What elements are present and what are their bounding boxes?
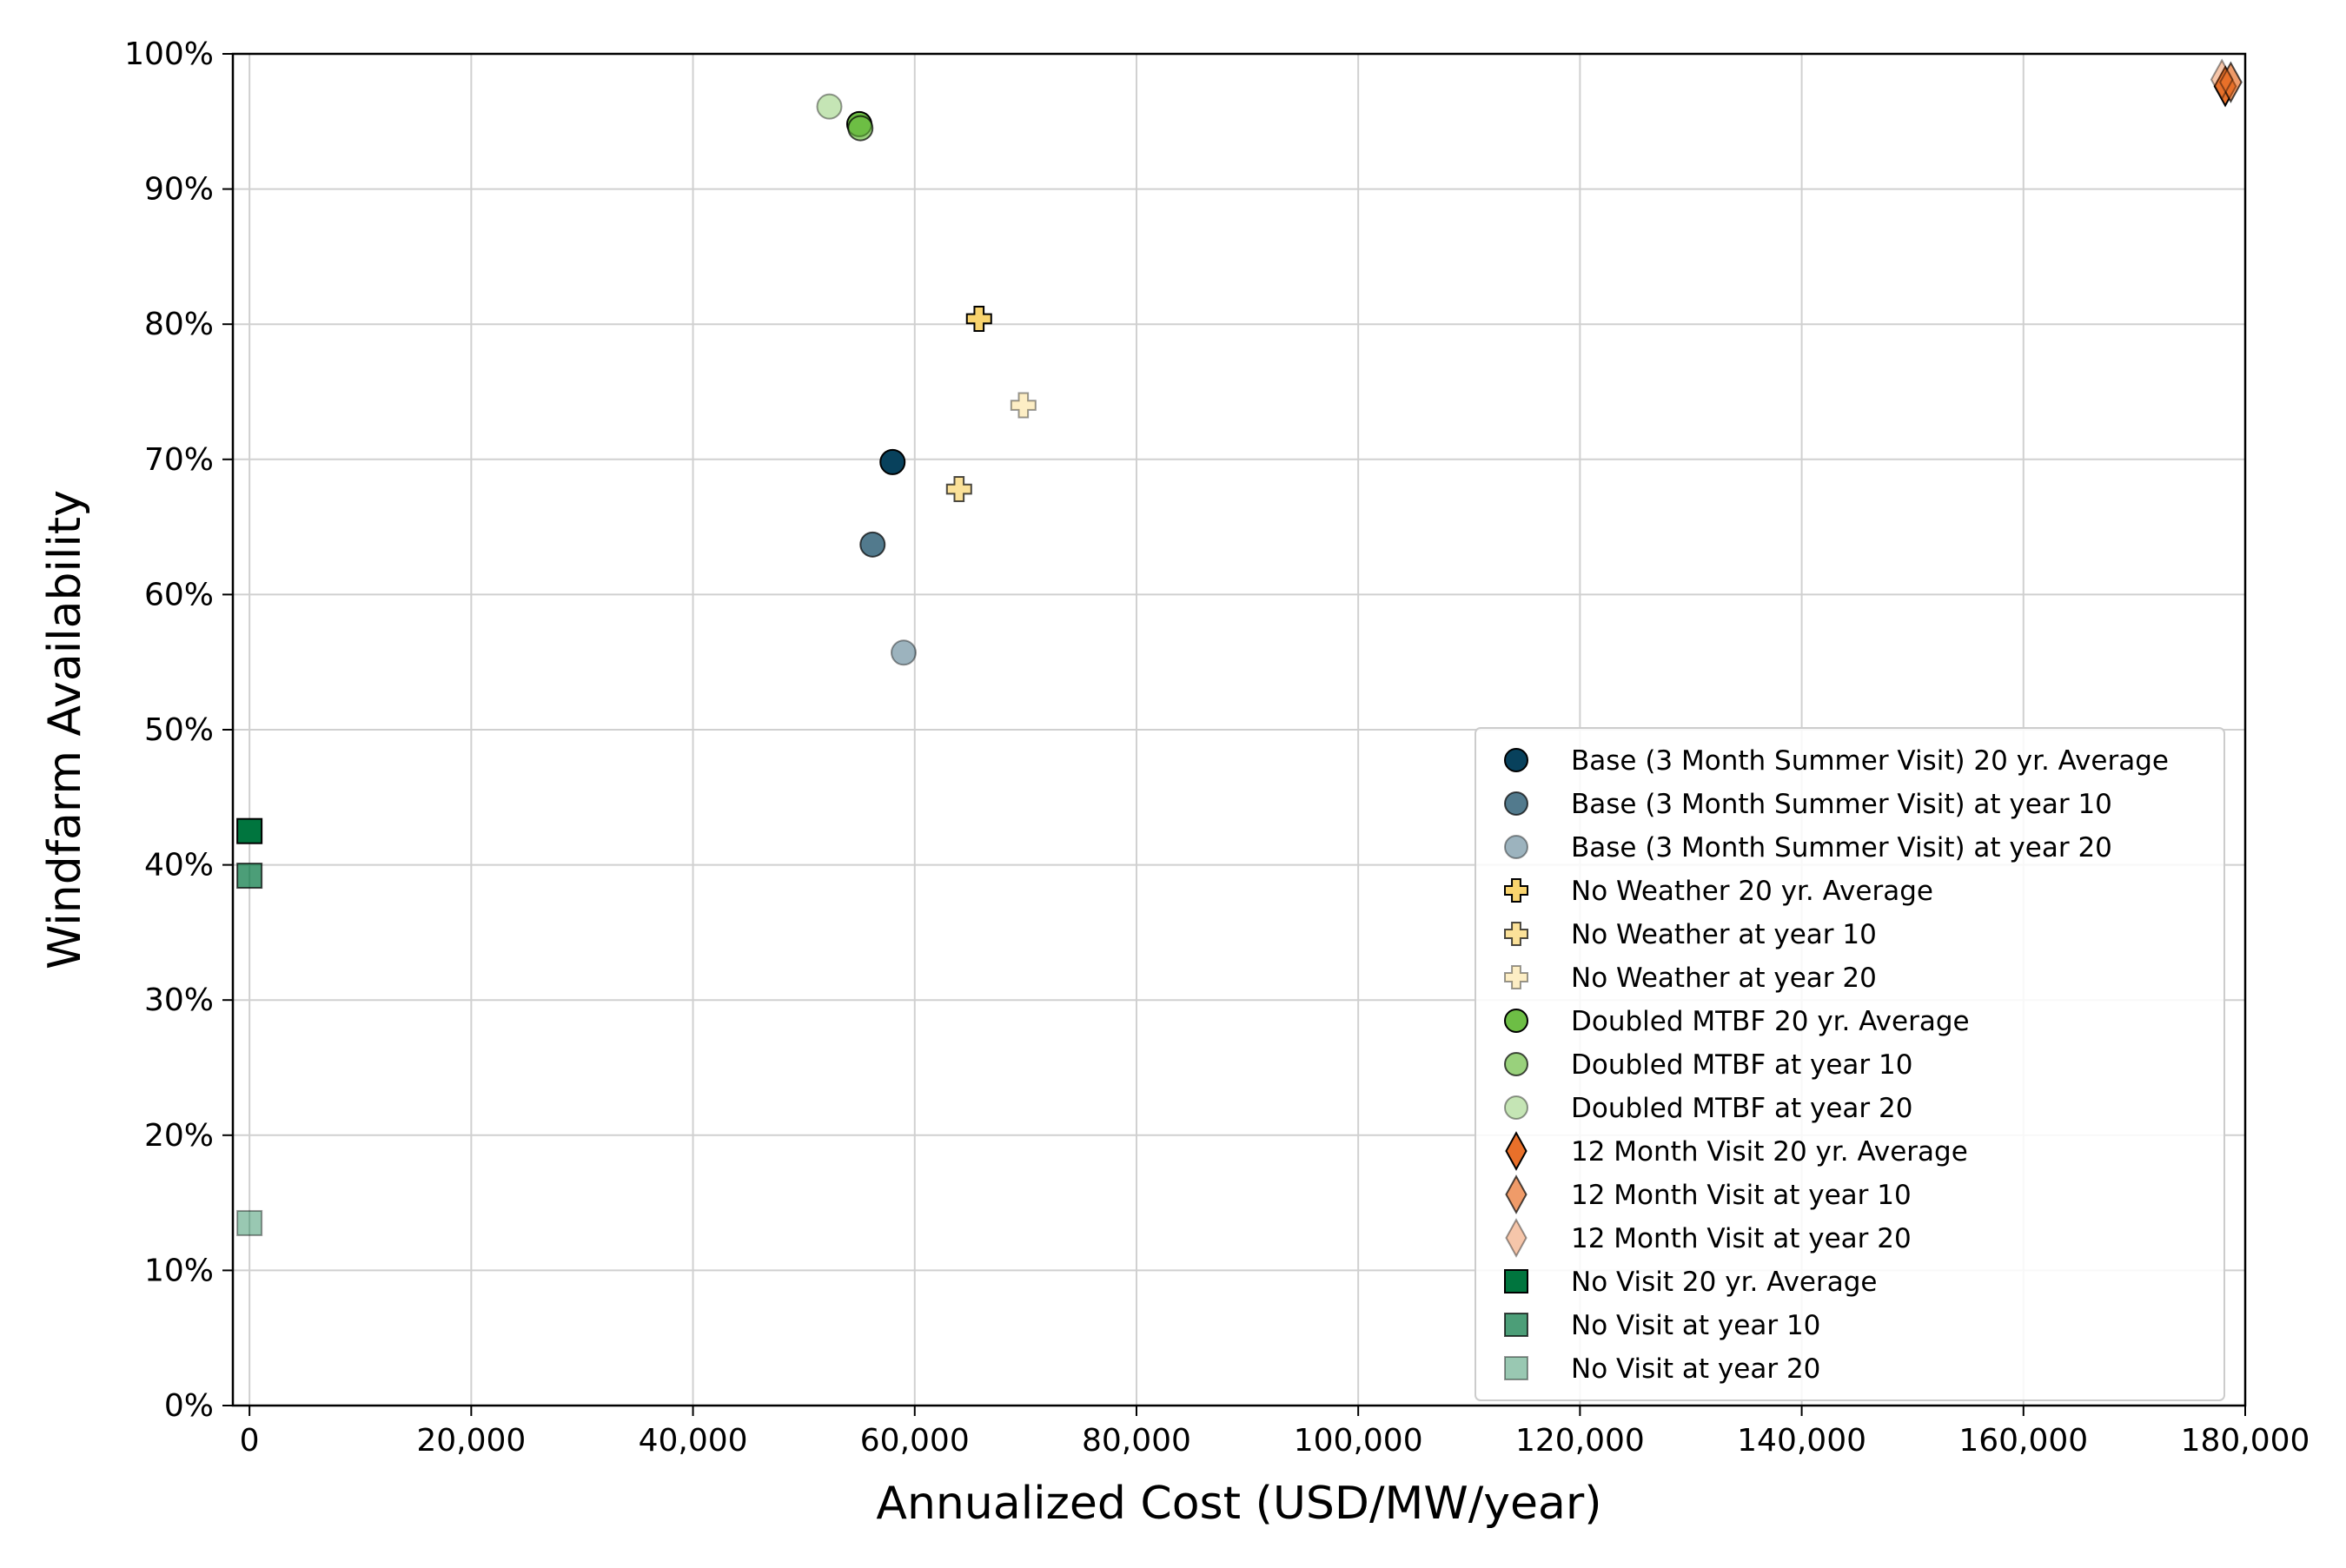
- legend-label: Base (3 Month Summer Visit) at year 20: [1571, 832, 2112, 863]
- data-point: [236, 817, 263, 844]
- data-point: [2219, 61, 2243, 103]
- legend-marker: [1504, 1095, 1528, 1120]
- x-tick-label: 100,000: [1294, 1423, 1423, 1459]
- data-points: [236, 58, 2243, 1236]
- y-tick-label: 40%: [144, 848, 214, 883]
- legend-marker: [1504, 922, 1528, 946]
- legend-marker: [1504, 878, 1528, 903]
- legend-label: Doubled MTBF at year 20: [1571, 1093, 1912, 1124]
- legend-marker: [1505, 1131, 1528, 1171]
- y-tick-label: 100%: [124, 36, 214, 72]
- legend-label: Base (3 Month Summer Visit) 20 yr. Avera…: [1571, 745, 2169, 777]
- data-point: [816, 93, 843, 120]
- y-axis-label: Windfarm Availability: [39, 490, 91, 969]
- data-point: [965, 305, 992, 332]
- x-tick-label: 120,000: [1515, 1423, 1645, 1459]
- legend-marker: [1504, 1356, 1528, 1380]
- x-tick-label: 0: [240, 1423, 260, 1459]
- legend-label: No Visit 20 yr. Average: [1571, 1267, 1877, 1298]
- legend-label: 12 Month Visit 20 yr. Average: [1571, 1136, 1968, 1168]
- legend-label: No Weather 20 yr. Average: [1571, 876, 1933, 907]
- legend-marker: [1504, 965, 1528, 989]
- legend-label: No Visit at year 10: [1571, 1310, 1820, 1341]
- data-point: [847, 115, 874, 142]
- x-tick-label: 80,000: [1082, 1423, 1191, 1459]
- x-tick-label: 140,000: [1737, 1423, 1866, 1459]
- legend-label: No Visit at year 20: [1571, 1353, 1820, 1385]
- data-point: [236, 863, 263, 890]
- legend-frame: [1475, 727, 2225, 1401]
- y-tick-label: 90%: [144, 172, 214, 208]
- y-tick-label: 0%: [164, 1388, 214, 1424]
- y-tick-label: 50%: [144, 712, 214, 748]
- legend-marker: [1504, 791, 1528, 816]
- data-point: [859, 531, 886, 558]
- legend: Base (3 Month Summer Visit) 20 yr. Avera…: [1475, 727, 2225, 1401]
- data-point: [891, 639, 917, 666]
- legend-label: No Weather at year 10: [1571, 919, 1877, 950]
- y-tick-label: 10%: [144, 1253, 214, 1288]
- legend-label: No Weather at year 20: [1571, 963, 1877, 994]
- legend-marker: [1504, 1313, 1528, 1337]
- x-tick-label: 180,000: [2181, 1423, 2310, 1459]
- legend-marker: [1504, 835, 1528, 859]
- legend-marker: [1504, 1052, 1528, 1076]
- data-point: [236, 1209, 263, 1236]
- y-tick-label: 80%: [144, 307, 214, 342]
- legend-marker: [1505, 1174, 1528, 1214]
- legend-label: Doubled MTBF 20 yr. Average: [1571, 1006, 1970, 1037]
- legend-marker: [1505, 1218, 1528, 1258]
- legend-label: Base (3 Month Summer Visit) at year 10: [1571, 789, 2112, 820]
- x-tick-label: 40,000: [639, 1423, 748, 1459]
- data-point: [879, 448, 906, 475]
- x-tick-label: 60,000: [860, 1423, 970, 1459]
- x-tick-label: 160,000: [1958, 1423, 2088, 1459]
- plot-frame: [231, 52, 2247, 1407]
- y-tick-label: 60%: [144, 577, 214, 612]
- y-tick-label: 30%: [144, 982, 214, 1018]
- legend-marker: [1504, 748, 1528, 772]
- axis-ticks: 0 20,000 40,000 60,000 80,000 100,000 120,000 1…: [124, 36, 2310, 1459]
- data-point: [945, 476, 972, 503]
- x-tick-label: 20,000: [416, 1423, 526, 1459]
- data-point: [2210, 58, 2234, 101]
- legend-marker: [1504, 1009, 1528, 1033]
- x-axis-label: Annualized Cost (USD/MW/year): [876, 1478, 1601, 1530]
- y-tick-label: 20%: [144, 1118, 214, 1154]
- legend-label: Doubled MTBF at year 10: [1571, 1049, 1912, 1081]
- data-point: [1010, 392, 1037, 419]
- legend-label: 12 Month Visit at year 10: [1571, 1180, 1912, 1211]
- legend-marker: [1504, 1269, 1528, 1293]
- legend-label: 12 Month Visit at year 20: [1571, 1223, 1912, 1254]
- y-tick-label: 70%: [144, 442, 214, 478]
